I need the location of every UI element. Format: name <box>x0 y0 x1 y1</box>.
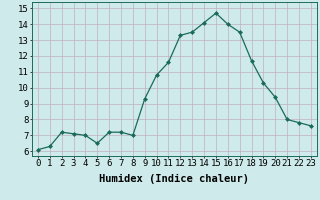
X-axis label: Humidex (Indice chaleur): Humidex (Indice chaleur) <box>100 174 249 184</box>
